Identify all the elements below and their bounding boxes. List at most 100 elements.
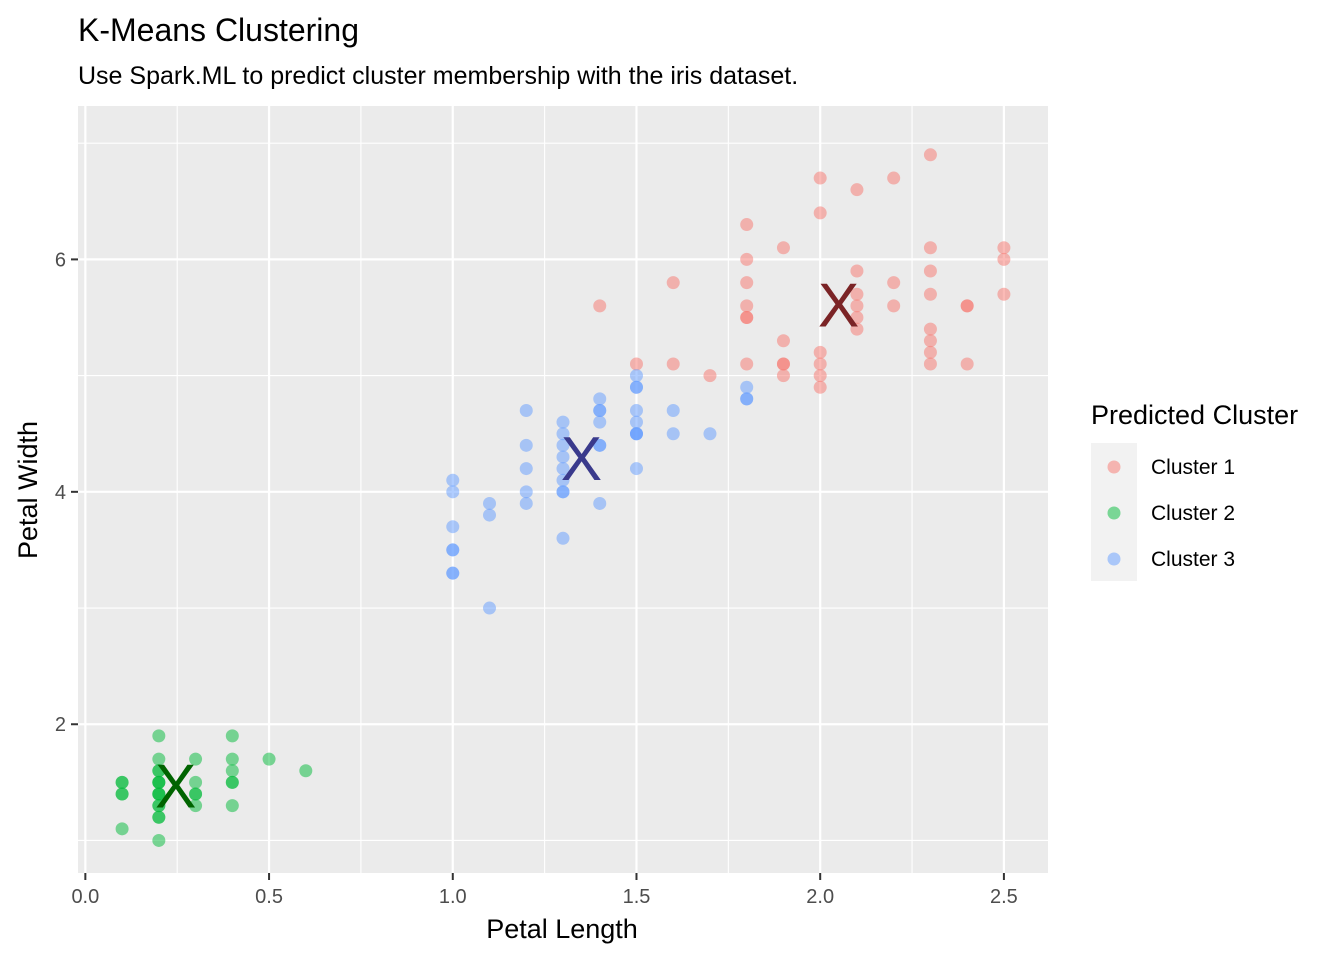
data-point-cluster-3 xyxy=(556,462,570,476)
data-point-cluster-1 xyxy=(887,299,901,313)
data-point-cluster-1 xyxy=(813,345,827,359)
data-point-cluster-2 xyxy=(152,787,166,801)
data-point-cluster-1 xyxy=(850,183,864,197)
data-point-cluster-3 xyxy=(593,415,607,429)
legend-key-cluster-1 xyxy=(1107,460,1121,474)
centroid-marker-cluster-3: X xyxy=(561,425,602,494)
data-point-cluster-1 xyxy=(666,357,680,371)
data-point-cluster-2 xyxy=(189,787,203,801)
data-point-cluster-3 xyxy=(519,438,533,452)
y-tick-label: 2 xyxy=(55,714,66,736)
data-point-cluster-1 xyxy=(850,299,864,313)
data-point-cluster-1 xyxy=(997,252,1011,266)
x-tick-label: 0.5 xyxy=(255,886,283,908)
legend-label-cluster-2: Cluster 2 xyxy=(1151,502,1235,525)
data-point-cluster-1 xyxy=(740,311,754,325)
data-point-cluster-1 xyxy=(740,252,754,266)
x-tick-label: 1.0 xyxy=(439,886,467,908)
data-point-cluster-1 xyxy=(740,276,754,290)
data-point-cluster-1 xyxy=(776,369,790,383)
data-point-cluster-3 xyxy=(556,485,570,499)
data-point-cluster-1 xyxy=(850,311,864,325)
data-point-cluster-2 xyxy=(225,764,239,778)
x-axis: 0.0 0.5 1.0 1.5 2.0 2.5 xyxy=(71,873,1018,908)
data-point-cluster-2 xyxy=(152,729,166,743)
data-point-cluster-1 xyxy=(813,357,827,371)
data-point-cluster-3 xyxy=(740,392,754,406)
y-tick-label: 6 xyxy=(55,249,66,271)
data-point-cluster-1 xyxy=(813,171,827,185)
data-point-cluster-3 xyxy=(629,427,643,441)
data-point-cluster-3 xyxy=(556,450,570,464)
data-point-cluster-3 xyxy=(629,369,643,383)
data-point-cluster-3 xyxy=(519,496,533,510)
data-point-cluster-3 xyxy=(519,485,533,499)
x-tick-label: 2.5 xyxy=(990,886,1018,908)
centroid-marker-cluster-1: X xyxy=(818,271,859,340)
minor-gridlines xyxy=(78,106,1048,873)
data-point-cluster-1 xyxy=(740,299,754,313)
data-point-cluster-3 xyxy=(556,531,570,545)
data-point-cluster-3 xyxy=(556,415,570,429)
data-point-cluster-3 xyxy=(629,380,643,394)
data-point-cluster-1 xyxy=(923,322,937,336)
legend-label-cluster-1: Cluster 1 xyxy=(1151,456,1235,479)
data-point-cluster-1 xyxy=(740,357,754,371)
data-point-cluster-2 xyxy=(189,799,203,813)
legend-key-cluster-3 xyxy=(1107,552,1121,566)
data-point-cluster-1 xyxy=(850,322,864,336)
data-point-cluster-1 xyxy=(776,241,790,255)
data-point-cluster-3 xyxy=(483,601,497,615)
major-gridlines xyxy=(78,106,1048,873)
cluster-centroids: X X X xyxy=(155,271,859,821)
data-point-cluster-3 xyxy=(593,438,607,452)
data-point-cluster-2 xyxy=(299,764,313,778)
data-point-cluster-3 xyxy=(666,427,680,441)
data-point-cluster-1 xyxy=(850,264,864,278)
data-point-cluster-1 xyxy=(923,345,937,359)
data-point-cluster-1 xyxy=(923,148,937,162)
data-point-cluster-1 xyxy=(813,380,827,394)
x-tick-label: 2.0 xyxy=(806,886,834,908)
data-point-cluster-2 xyxy=(152,810,166,824)
data-point-cluster-2 xyxy=(189,775,203,789)
data-point-cluster-1 xyxy=(703,369,717,383)
data-point-cluster-1 xyxy=(740,218,754,232)
legend-key-cluster-2 xyxy=(1107,506,1121,520)
data-point-cluster-2 xyxy=(115,775,129,789)
data-point-cluster-2 xyxy=(115,822,129,836)
data-point-cluster-3 xyxy=(556,427,570,441)
data-point-cluster-3 xyxy=(593,496,607,510)
y-axis-title: Petal Width xyxy=(13,421,43,559)
data-point-cluster-1 xyxy=(923,264,937,278)
data-point-cluster-2 xyxy=(152,799,166,813)
data-point-cluster-1 xyxy=(997,287,1011,301)
legend-label-cluster-3: Cluster 3 xyxy=(1151,548,1235,571)
data-point-cluster-2 xyxy=(152,764,166,778)
data-point-cluster-3 xyxy=(593,403,607,417)
data-point-cluster-2 xyxy=(152,752,166,766)
data-point-cluster-1 xyxy=(923,334,937,348)
data-point-cluster-2 xyxy=(152,833,166,847)
data-point-cluster-3 xyxy=(446,543,460,557)
data-point-cluster-3 xyxy=(446,485,460,499)
y-tick-label: 4 xyxy=(55,482,66,504)
data-point-cluster-2 xyxy=(225,775,239,789)
data-point-cluster-3 xyxy=(519,403,533,417)
data-point-cluster-3 xyxy=(483,496,497,510)
data-point-cluster-1 xyxy=(593,299,607,313)
data-point-cluster-3 xyxy=(446,473,460,487)
data-point-cluster-1 xyxy=(813,206,827,220)
data-point-cluster-3 xyxy=(629,403,643,417)
data-point-cluster-3 xyxy=(446,520,460,534)
data-point-cluster-1 xyxy=(960,299,974,313)
data-point-cluster-3 xyxy=(446,566,460,580)
data-point-cluster-1 xyxy=(997,241,1011,255)
data-point-cluster-2 xyxy=(225,799,239,813)
data-point-cluster-3 xyxy=(556,473,570,487)
chart-subtitle: Use Spark.ML to predict cluster membersh… xyxy=(78,62,798,90)
data-point-cluster-3 xyxy=(593,392,607,406)
data-point-cluster-3 xyxy=(740,380,754,394)
data-point-cluster-2 xyxy=(115,787,129,801)
